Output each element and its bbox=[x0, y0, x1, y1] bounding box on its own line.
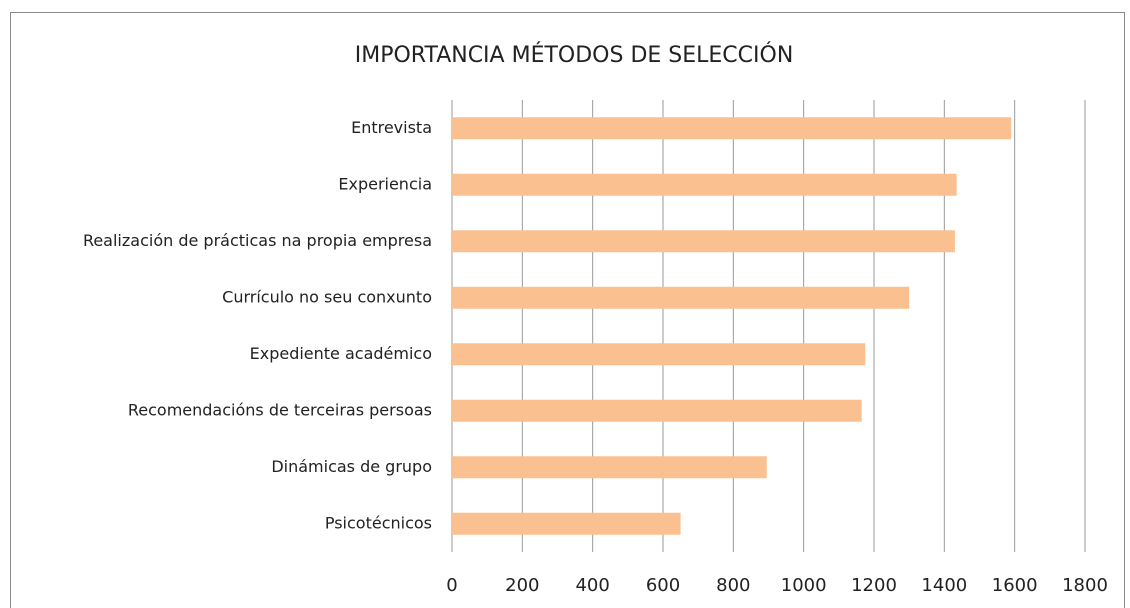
x-tick-label: 200 bbox=[505, 575, 539, 596]
y-tick-label: Entrevista bbox=[351, 118, 432, 137]
y-tick-label: Experiencia bbox=[338, 174, 432, 193]
bar bbox=[452, 173, 957, 196]
bar bbox=[452, 512, 681, 535]
bar bbox=[452, 399, 862, 422]
y-tick-label: Dinámicas de grupo bbox=[271, 457, 432, 476]
x-tick-label: 0 bbox=[446, 575, 457, 596]
x-tick-label: 1400 bbox=[921, 575, 967, 596]
y-tick-label: Psicotécnicos bbox=[325, 513, 432, 532]
x-tick-label: 600 bbox=[646, 575, 680, 596]
bar bbox=[452, 230, 955, 253]
y-tick-label: Currículo no seu conxunto bbox=[222, 287, 432, 306]
y-tick-label: Recomendacións de terceiras persoas bbox=[128, 400, 432, 419]
x-tick-label: 1000 bbox=[781, 575, 827, 596]
bar bbox=[452, 343, 866, 366]
bar bbox=[452, 117, 1012, 140]
x-tick-label: 1200 bbox=[851, 575, 897, 596]
bar bbox=[452, 286, 910, 309]
x-tick-label: 800 bbox=[716, 575, 750, 596]
y-tick-label: Expediente académico bbox=[250, 344, 432, 363]
x-tick-label: 400 bbox=[575, 575, 609, 596]
x-tick-label: 1800 bbox=[1062, 575, 1108, 596]
y-tick-label: Realización de prácticas na propia empre… bbox=[83, 231, 432, 250]
bar bbox=[452, 456, 767, 479]
x-tick-label: 1600 bbox=[992, 575, 1038, 596]
chart-frame bbox=[10, 12, 1125, 608]
chart-title: IMPORTANCIA MÉTODOS DE SELECCIÓN bbox=[355, 42, 794, 68]
